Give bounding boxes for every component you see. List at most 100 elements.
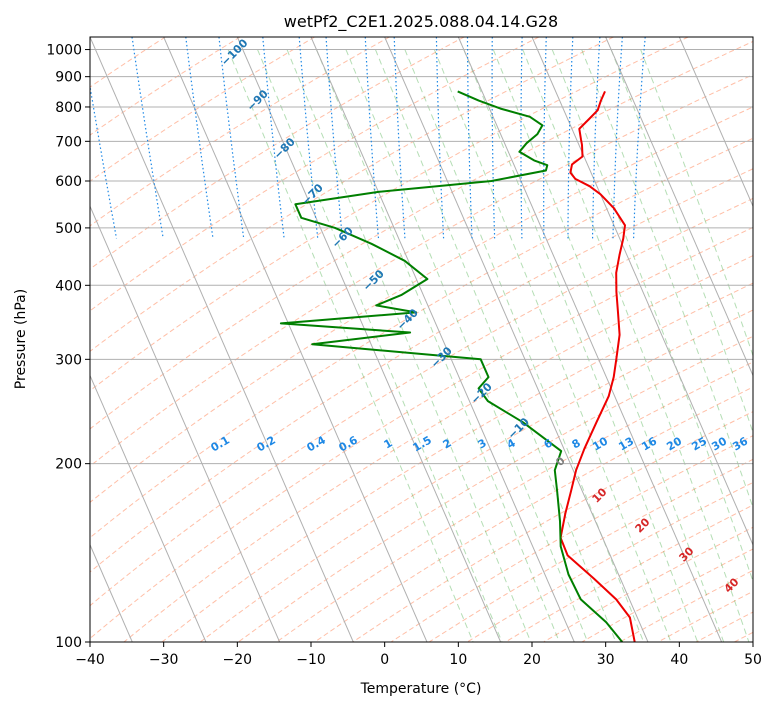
mixing-ratio-line [592, 37, 601, 239]
isotherm-line [90, 37, 354, 642]
mixing-ratio-line [185, 37, 214, 239]
moist-adiabat [316, 49, 560, 642]
dry-adiabat [90, 37, 315, 182]
x-tick-label: 30 [597, 652, 615, 668]
dry-adiabat [90, 37, 166, 88]
y-tick-label: 300 [55, 352, 82, 368]
isotherm-line [90, 374, 207, 642]
plot-frame [89, 36, 754, 643]
moist-adiabat [581, 49, 753, 510]
dry-adiabat [90, 106, 753, 503]
moist-adiabat [257, 49, 503, 642]
moist-adiabat [610, 49, 753, 434]
dry-adiabat [657, 590, 753, 642]
isotherm-line [531, 37, 753, 547]
isotherm-label: −80 [271, 135, 298, 162]
mixing-ratio-line [435, 37, 445, 239]
moist-adiabat [286, 49, 532, 642]
mixing-ratio-label: 10 [590, 434, 610, 453]
moist-adiabat [492, 49, 725, 642]
dry-adiabat-label: 20 [633, 515, 653, 535]
isotherm-line [605, 37, 753, 377]
dry-adiabat [352, 411, 753, 642]
mixing-ratio-line [325, 37, 343, 239]
mixing-ratio-line [491, 37, 496, 239]
dry-adiabat-label: 40 [722, 575, 742, 595]
mixing-ratio-line [633, 37, 646, 239]
x-tick-label: 50 [744, 652, 762, 668]
dry-adiabat [543, 526, 753, 642]
mixing-ratio-label: 3 [476, 436, 489, 451]
dry-adiabat [90, 37, 390, 227]
x-tick-label: 0 [380, 652, 389, 668]
mixing-ratio-line [131, 37, 164, 239]
dry-adiabat [734, 631, 753, 642]
moist-adiabat [551, 49, 753, 583]
dry-adiabat [90, 37, 241, 136]
isotherm-line [457, 37, 723, 642]
y-tick-label: 400 [55, 278, 82, 294]
dry-adiabat [199, 309, 753, 642]
mixing-ratio-line [90, 82, 118, 239]
dewpoint-profile [279, 90, 623, 642]
dry-adiabat [695, 611, 753, 642]
y-tick-label: 200 [55, 457, 82, 473]
mixing-ratio-line [543, 37, 547, 239]
dry-adiabat [581, 548, 753, 642]
isotherm-line [752, 37, 753, 39]
x-tick-label: −10 [296, 652, 326, 668]
dry-adiabat [619, 569, 753, 642]
moist-adiabat [522, 49, 750, 642]
dry-adiabat [90, 168, 753, 573]
mixing-ratio-label: 0.1 [209, 433, 232, 454]
mixing-ratio-label: 0.6 [337, 433, 361, 454]
moist-adiabat [404, 49, 645, 642]
x-tick-label: 10 [449, 652, 467, 668]
y-tick-label: 1000 [46, 43, 82, 59]
background-lines [0, 37, 753, 642]
moist-adiabat [463, 49, 699, 642]
mixing-ratio-line [520, 37, 523, 239]
mixing-ratio-line [393, 37, 406, 239]
plot-area: −100−90−80−70−60−50−40−30−20−10010203040… [0, 36, 753, 642]
mixing-ratio-label: 8 [570, 436, 583, 451]
isotherm-line [0, 37, 59, 642]
dry-adiabat [90, 37, 540, 312]
y-tick-label: 600 [55, 174, 82, 190]
dry-adiabat [90, 137, 753, 539]
dry-adiabat [90, 37, 614, 352]
x-tick-label: 20 [523, 652, 541, 668]
mixing-ratio-line [262, 37, 285, 239]
dry-adiabat [161, 282, 753, 642]
mixing-ratio-label: 13 [616, 435, 636, 454]
mixing-ratio-label: 0.2 [255, 433, 278, 454]
moist-adiabat [345, 49, 589, 642]
dry-adiabat [90, 37, 689, 392]
y-axis-label: Pressure (hPa) [13, 289, 29, 389]
isotherm-line [310, 37, 575, 642]
isotherm-line [678, 37, 753, 208]
isotherm-line [236, 37, 502, 642]
mixing-ratio-line [567, 37, 574, 239]
isotherm-line [163, 37, 428, 642]
y-tick-label: 100 [55, 635, 82, 651]
x-tick-label: −30 [149, 652, 179, 668]
mixing-ratio-label: 1 [382, 436, 395, 451]
dry-adiabat [90, 226, 753, 640]
mixing-ratio-label: 36 [730, 434, 750, 453]
moist-adiabat [227, 49, 474, 642]
isotherm-label: −100 [219, 36, 251, 68]
dry-adiabat [428, 458, 753, 642]
isotherm-line [90, 205, 281, 642]
moist-adiabat [433, 49, 672, 642]
x-tick-label: −40 [75, 652, 105, 668]
x-tick-label: 40 [670, 652, 688, 668]
dry-adiabat [467, 481, 753, 642]
dry-adiabat [123, 255, 753, 642]
dry-adiabat-label: 30 [677, 544, 697, 564]
mixing-ratio-line [612, 37, 623, 239]
dry-adiabat [90, 40, 753, 430]
x-axis-label: Temperature (°C) [360, 681, 482, 697]
mixing-ratio-label: 16 [639, 434, 659, 453]
